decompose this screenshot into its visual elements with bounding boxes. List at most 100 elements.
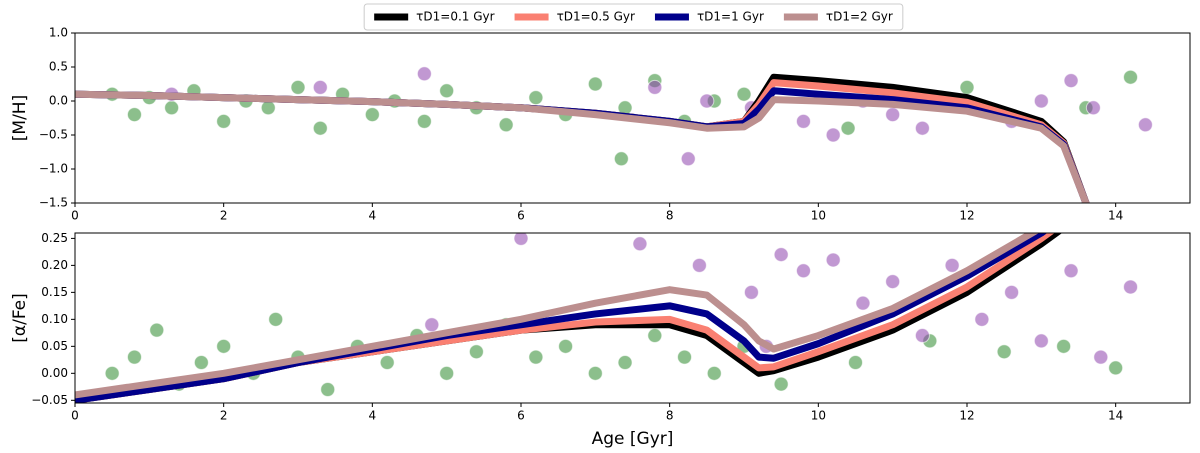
scatter-point bbox=[743, 284, 759, 300]
scatter-point bbox=[773, 247, 789, 263]
scatter-point bbox=[699, 93, 715, 109]
scatter-point bbox=[364, 107, 380, 123]
scatter-point bbox=[104, 365, 120, 381]
x-tick-label: 14 bbox=[1108, 209, 1123, 223]
scatter-point bbox=[216, 338, 232, 354]
y-tick-label: 0.5 bbox=[49, 60, 68, 74]
scatter-point bbox=[416, 66, 432, 82]
scatter-point bbox=[1123, 279, 1139, 295]
scatter-point bbox=[885, 274, 901, 290]
scatter-point bbox=[528, 90, 544, 106]
y-tick-label: 0.25 bbox=[41, 231, 68, 245]
scatter-point bbox=[736, 86, 752, 102]
scatter-point bbox=[216, 113, 232, 129]
axes-frame bbox=[74, 232, 1191, 404]
scatter-point bbox=[379, 355, 395, 371]
scatter-point bbox=[1033, 333, 1049, 349]
model-line bbox=[75, 90, 1090, 203]
scatter-point bbox=[706, 365, 722, 381]
scatter-point bbox=[1093, 349, 1109, 365]
scatter-point bbox=[944, 257, 960, 273]
scatter-point bbox=[691, 257, 707, 273]
scatter-point bbox=[164, 100, 180, 116]
x-tick-label: 6 bbox=[517, 409, 525, 423]
scatter-point bbox=[647, 328, 663, 344]
scatter-point bbox=[795, 113, 811, 129]
x-tick-label: 14 bbox=[1108, 409, 1123, 423]
x-tick-label: 0 bbox=[71, 209, 79, 223]
model-line bbox=[75, 233, 1040, 399]
scatter-point bbox=[1004, 284, 1020, 300]
x-tick-label: 2 bbox=[220, 209, 228, 223]
scatter-point bbox=[424, 317, 440, 333]
x-tick-label: 12 bbox=[959, 209, 974, 223]
scatter-point bbox=[1033, 93, 1049, 109]
y-tick-label: 0.10 bbox=[41, 312, 68, 326]
scatter-point bbox=[825, 252, 841, 268]
scatter-point bbox=[855, 295, 871, 311]
legend-box bbox=[363, 3, 904, 31]
scatter-point bbox=[1085, 100, 1101, 116]
scatter-point bbox=[268, 311, 284, 327]
x-tick-label: 12 bbox=[959, 409, 974, 423]
scatter-point bbox=[126, 349, 142, 365]
scatter-point bbox=[312, 120, 328, 136]
scatter-point bbox=[677, 349, 693, 365]
scatter-point bbox=[840, 120, 856, 136]
scatter-point bbox=[1108, 360, 1124, 376]
scatter-point bbox=[914, 328, 930, 344]
scatter-point bbox=[1056, 338, 1072, 354]
scatter-point bbox=[439, 83, 455, 99]
scatter-point bbox=[795, 263, 811, 279]
scatter-point bbox=[632, 236, 648, 252]
scatter-point bbox=[647, 79, 663, 95]
scatter-point bbox=[260, 100, 276, 116]
scatter-point bbox=[617, 355, 633, 371]
scatter-point bbox=[1063, 263, 1079, 279]
scatter-point bbox=[468, 344, 484, 360]
x-tick-label: 8 bbox=[666, 409, 674, 423]
scatter-point bbox=[513, 233, 529, 246]
x-tick-label: 0 bbox=[71, 409, 79, 423]
y-tick-label: 0.05 bbox=[41, 339, 68, 353]
legend-label: τD1=1 Gyr bbox=[697, 10, 764, 24]
plot-area bbox=[75, 66, 1153, 203]
x-tick-label: 10 bbox=[811, 409, 826, 423]
scatter-point bbox=[974, 311, 990, 327]
scatter-point bbox=[613, 151, 629, 167]
scatter-point bbox=[587, 76, 603, 92]
scatter-point bbox=[558, 338, 574, 354]
y-tick-label: 0.15 bbox=[41, 285, 68, 299]
scatter-point bbox=[587, 365, 603, 381]
scatter-point bbox=[126, 107, 142, 123]
scatter-point bbox=[680, 151, 696, 167]
scatter-point bbox=[914, 120, 930, 136]
scatter-point bbox=[1137, 117, 1153, 133]
x-tick-label: 6 bbox=[517, 209, 525, 223]
scatter-point bbox=[825, 127, 841, 143]
x-tick-label: 4 bbox=[369, 209, 377, 223]
y-tick-label: −1.0 bbox=[39, 162, 68, 176]
scatter-point bbox=[1123, 69, 1139, 85]
y-axis-label: [M/H] bbox=[10, 95, 30, 141]
x-tick-label: 4 bbox=[369, 409, 377, 423]
x-tick-label: 8 bbox=[666, 209, 674, 223]
x-tick-label: 2 bbox=[220, 409, 228, 423]
y-tick-label: −1.5 bbox=[39, 196, 68, 210]
x-axis-label: Age [Gyr] bbox=[592, 429, 674, 449]
y-tick-label: 1.0 bbox=[49, 26, 68, 40]
x-tick-label: 10 bbox=[811, 209, 826, 223]
y-tick-label: 0.0 bbox=[49, 94, 68, 108]
scatter-point bbox=[528, 349, 544, 365]
y-tick-label: −0.5 bbox=[39, 128, 68, 142]
legend-label: τD1=0.1 Gyr bbox=[416, 10, 494, 24]
legend: τD1=0.1 Gyr τD1=0.5 Gyr τD1=1 Gyr τD1=2 Gyr bbox=[363, 3, 904, 31]
legend-label: τD1=2 Gyr bbox=[826, 10, 893, 24]
scatter-point bbox=[320, 382, 336, 398]
axes-frame bbox=[74, 32, 1191, 204]
y-tick-label: 0.20 bbox=[41, 258, 68, 272]
legend-label: τD1=0.5 Gyr bbox=[557, 10, 635, 24]
plot-area bbox=[75, 233, 1139, 403]
scatter-point bbox=[773, 376, 789, 392]
scatter-point bbox=[885, 107, 901, 123]
